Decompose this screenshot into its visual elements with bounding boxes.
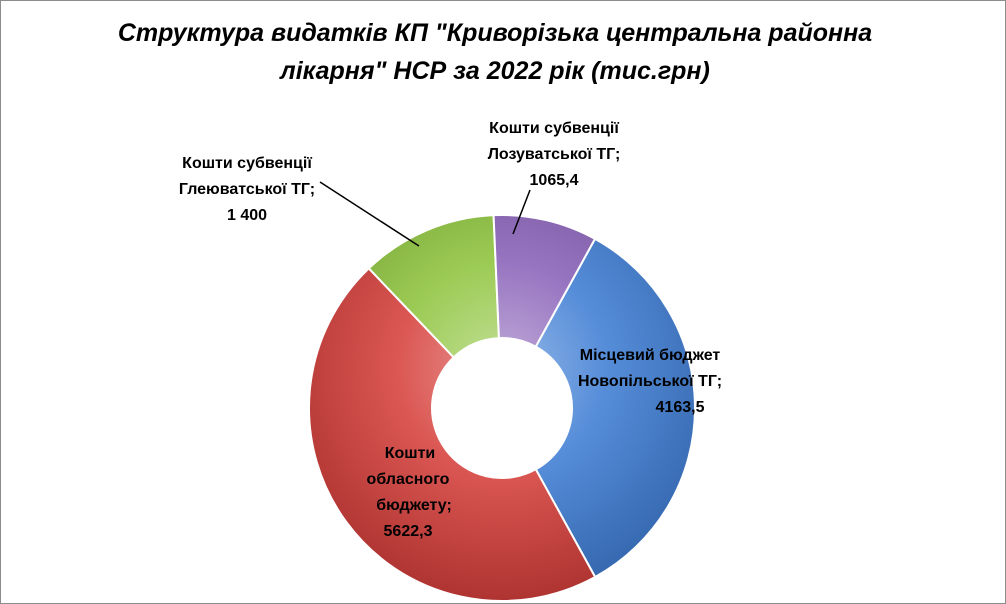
slice-label-0: Місцевий бюджет Новопільської ТГ; 4163,5: [578, 347, 722, 416]
leader-line-3: [512, 189, 531, 235]
slice-1: [308, 266, 597, 602]
slice-label-3: Кошти субвенції Лозуватської ТГ; 1065,4: [488, 120, 621, 189]
slice-label-2: Кошти субвенції Глеюватської ТГ; 1 400: [179, 155, 315, 224]
chart-title: Структура видатків КП "Криворізька центр…: [0, 14, 990, 90]
leader-line-2: [319, 181, 420, 247]
slice-3: [492, 214, 597, 349]
slice-label-1: Кошти обласного бюджету; 5622,3: [367, 445, 452, 540]
chart-title-line-2: лікарня" НСР за 2022 рік (тис.грн): [280, 57, 710, 85]
chart-title-line-1: Структура видатків КП "Криворізька центр…: [117, 19, 873, 47]
slice-0: [534, 237, 696, 579]
